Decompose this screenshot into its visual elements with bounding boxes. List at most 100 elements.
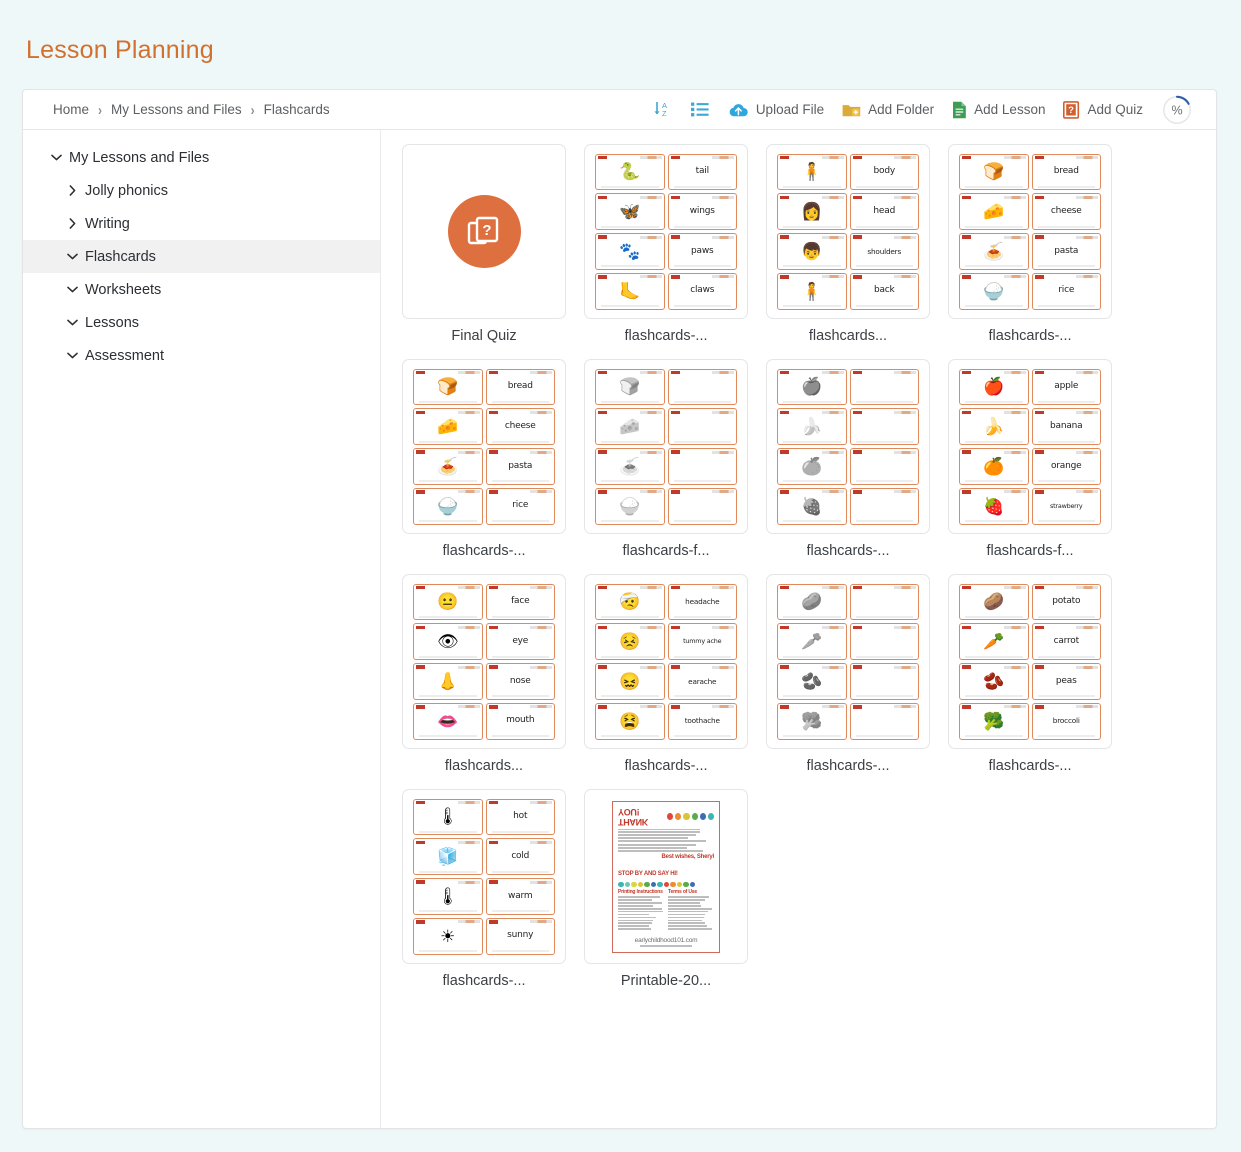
mini-card-brand xyxy=(894,705,916,708)
mini-card-footer xyxy=(419,441,477,443)
flashcard-picture: 🧀 xyxy=(983,203,1004,220)
mini-card-footer xyxy=(1038,265,1096,267)
sidebar-item-jolly-phonics[interactable]: Jolly phonics xyxy=(23,174,380,207)
mini-card-logo xyxy=(598,371,607,375)
file-tile[interactable]: 🍎 🍌 🍊 🍓 flashcards-... xyxy=(757,355,939,570)
file-tile[interactable]: 🍞 bread 🧀 cheese 🍝 pasta 🍚 rice flashcards-... xyxy=(939,140,1121,355)
flashcard-picture: 🍓 xyxy=(801,498,822,515)
file-tile-label: flashcards-... xyxy=(443,543,526,559)
printable-document-thumbnail: THANK YOU! Best wishes, Sheryl STOP BY AND… xyxy=(612,801,720,953)
sidebar-item-label: Assessment xyxy=(83,348,164,364)
doc-col-heading: Printing Instructions xyxy=(618,889,664,895)
file-tile[interactable]: 🧍 body 👩 head 👦 shoulders 🧍 back flashcards... xyxy=(757,140,939,355)
mini-card-footer xyxy=(601,305,659,307)
breadcrumb-item-my-lessons-and-files[interactable]: My Lessons and Files xyxy=(111,102,242,117)
chevron-down-icon[interactable] xyxy=(61,319,83,326)
sidebar-item-worksheets[interactable]: Worksheets xyxy=(23,273,380,306)
sidebar-item-assessment[interactable]: Assessment xyxy=(23,339,380,372)
flashcard-picture: 👄 xyxy=(437,713,458,730)
mini-card-logo xyxy=(416,841,425,845)
doc-paragraph xyxy=(618,844,714,852)
mini-card-logo xyxy=(962,490,971,494)
flashcard-word-cell: apple xyxy=(1032,369,1102,406)
file-tile[interactable]: 😐 face 👁 eye 👃 nose 👄 mouth flashcards... xyxy=(393,570,575,785)
doc-signature: Best wishes, Sheryl xyxy=(661,854,714,860)
mini-card-brand xyxy=(458,841,480,844)
file-tile-label: flashcards-f... xyxy=(986,543,1073,559)
sidebar-item-lessons[interactable]: Lessons xyxy=(23,306,380,339)
file-tile[interactable]: 🥔 🥕 🫘 🥦 flashcards-... xyxy=(757,570,939,785)
mini-card-footer xyxy=(674,695,732,697)
add-folder-label: Add Folder xyxy=(868,102,934,117)
flashcard-word: back xyxy=(873,286,896,295)
chevron-right-icon[interactable] xyxy=(61,185,83,196)
page-title: Lesson Planning xyxy=(26,36,214,65)
file-tile[interactable]: 🍞 bread 🧀 cheese 🍝 pasta 🍚 rice flashcards-... xyxy=(393,355,575,570)
doc-text-line xyxy=(668,902,700,904)
add-folder-button[interactable]: Add Folder xyxy=(833,98,943,122)
file-tile[interactable]: 🍞 🧀 🍝 🍚 flashcards-f... xyxy=(575,355,757,570)
list-view-button[interactable] xyxy=(681,98,719,121)
chevron-down-icon[interactable] xyxy=(61,253,83,260)
flashcard-picture: ☀ xyxy=(440,928,455,945)
mini-card-footer xyxy=(601,480,659,482)
chevron-down-icon[interactable] xyxy=(61,352,83,359)
mini-card-header xyxy=(780,235,844,239)
mini-card-logo xyxy=(489,920,498,924)
mini-card-footer xyxy=(419,616,477,618)
file-tile[interactable]: 🐍 tail 🦋 wings 🐾 paws 🦶 claws flashcards-... xyxy=(575,140,757,355)
mini-card-logo xyxy=(671,586,680,590)
doc-text-line xyxy=(618,911,663,913)
breadcrumb-item-flashcards[interactable]: Flashcards xyxy=(264,102,330,117)
file-thumbnail: 🍞 bread 🧀 cheese 🍝 pasta 🍚 rice xyxy=(402,359,566,534)
flashcard-picture-cell: 🍝 xyxy=(413,448,483,485)
mini-card-brand xyxy=(712,626,734,629)
add-lesson-button[interactable]: Add Lesson xyxy=(943,97,1054,123)
mini-card-brand xyxy=(640,666,662,669)
mini-card-header xyxy=(489,880,553,884)
flashcard-picture-cell: 🌡 xyxy=(413,878,483,915)
mini-card-logo xyxy=(489,841,498,845)
sidebar-item-flashcards[interactable]: Flashcards xyxy=(23,240,380,273)
mini-card-logo xyxy=(962,235,971,239)
flashcard-word-cell: cold xyxy=(486,838,556,875)
mini-card-brand xyxy=(712,371,734,374)
add-quiz-button[interactable]: ? Add Quiz xyxy=(1054,97,1152,123)
flashcard-picture: 😖 xyxy=(619,673,640,690)
flashcard-picture-cell: 😐 xyxy=(413,584,483,621)
mini-card-header xyxy=(780,195,844,199)
doc-text-line xyxy=(618,922,652,924)
mini-card-logo xyxy=(598,450,607,454)
file-tile[interactable]: 🌡 hot 🧊 cold 🌡 warm ☀ sunny flashcards-... xyxy=(393,785,575,1000)
flashcard-word-cell: bread xyxy=(486,369,556,406)
file-tile-quiz[interactable]: ? Final Quiz xyxy=(393,140,575,355)
file-tile[interactable]: 🥔 potato 🥕 carrot 🫘 peas 🥦 broccoli flashcards-.… xyxy=(939,570,1121,785)
file-tile[interactable]: 🍎 apple 🍌 banana 🍊 orange 🍓 strawberry flashcard… xyxy=(939,355,1121,570)
sidebar-item-label: Writing xyxy=(83,216,130,232)
file-tile[interactable]: THANK YOU! Best wishes, Sheryl STOP BY AND… xyxy=(575,785,757,1000)
chevron-down-icon[interactable] xyxy=(61,286,83,293)
flashcard-picture: 🍓 xyxy=(983,498,1004,515)
mini-card-header xyxy=(416,840,480,844)
flashcard-word: shoulders xyxy=(866,248,902,256)
flashcard-word-cell: face xyxy=(486,584,556,621)
upload-file-button[interactable]: Upload File xyxy=(719,98,833,122)
mini-card-brand xyxy=(530,411,552,414)
mini-card-logo xyxy=(853,196,862,200)
sidebar-item-writing[interactable]: Writing xyxy=(23,207,380,240)
mini-card-footer xyxy=(783,656,841,658)
mini-card-brand xyxy=(640,586,662,589)
sort-alpha-down-button[interactable]: A Z xyxy=(643,96,681,123)
mini-card-header xyxy=(780,665,844,669)
flashcard-blank-cell xyxy=(850,448,920,485)
chevron-right-icon[interactable] xyxy=(61,218,83,229)
mini-card-footer xyxy=(856,265,914,267)
chevron-down-icon[interactable] xyxy=(45,154,67,161)
mini-card-header xyxy=(853,275,917,279)
file-tile[interactable]: 🤕 headache 😣 tummy ache 😖 earache 😫 toothache fl… xyxy=(575,570,757,785)
breadcrumb-item-home[interactable]: Home xyxy=(53,102,89,117)
sidebar-item-my-lessons-and-files[interactable]: My Lessons and Files xyxy=(23,141,380,174)
mini-card-logo xyxy=(1035,275,1044,279)
mini-card-brand xyxy=(530,666,552,669)
storage-percent-button[interactable]: % xyxy=(1152,91,1202,129)
